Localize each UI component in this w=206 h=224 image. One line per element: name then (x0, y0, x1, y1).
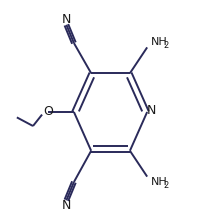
Text: N: N (62, 13, 71, 26)
Text: 2: 2 (163, 41, 169, 50)
Text: NH: NH (150, 177, 167, 187)
Text: NH: NH (150, 37, 167, 47)
Text: O: O (43, 105, 53, 118)
Text: N: N (62, 199, 71, 212)
Text: 2: 2 (163, 181, 169, 190)
Text: N: N (146, 104, 156, 117)
